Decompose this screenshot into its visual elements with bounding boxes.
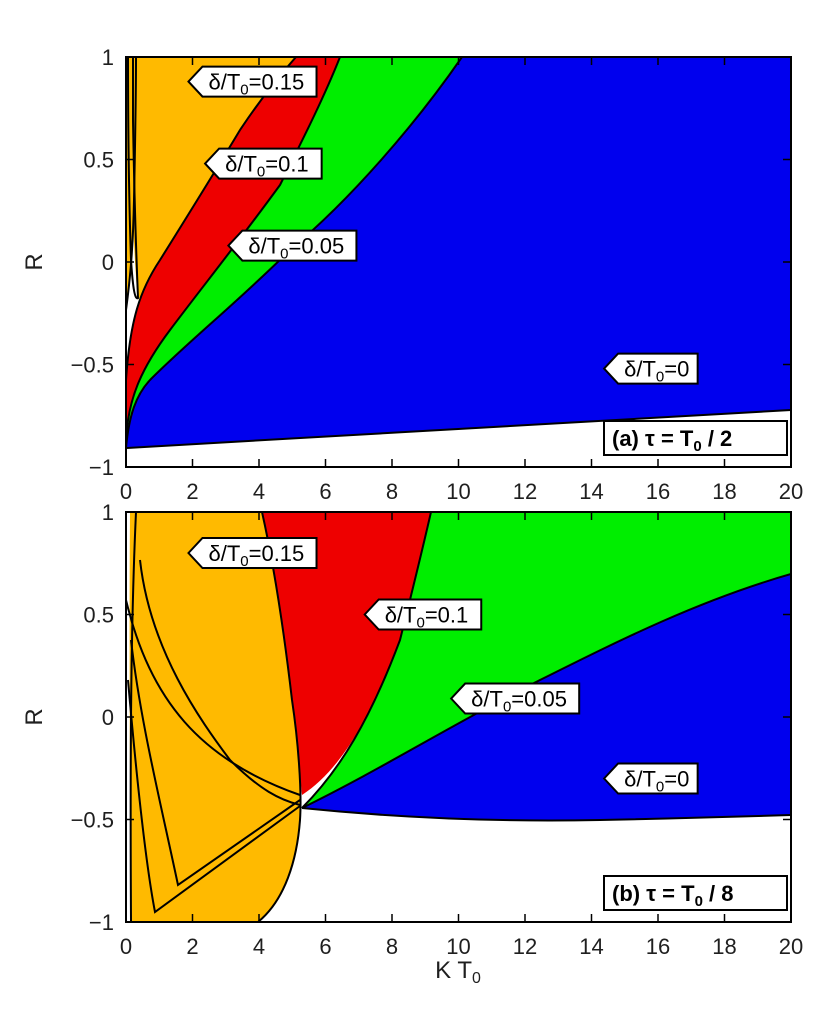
panel-b-curve-1: [126, 599, 301, 796]
panel-b-title-box: (b) τ = T0 / 8: [603, 875, 788, 911]
panel-b-region-delta-01: [262, 512, 431, 795]
panel-a-boundary-blue-top: [126, 57, 463, 449]
x-tick-label: 18: [712, 934, 736, 959]
region-label: δ/T0=0.05: [227, 229, 358, 263]
y-tick-label: 0.5: [83, 148, 114, 173]
svg-text:δ/T0=0: δ/T0=0: [624, 767, 689, 796]
svg-text:δ/T0=0.1: δ/T0=0.1: [225, 152, 309, 181]
region-label-box: [449, 682, 581, 715]
x-tick-label: 6: [319, 934, 331, 959]
x-tick-label: 16: [646, 934, 670, 959]
region-label: δ/T0=0: [602, 762, 699, 796]
panel-b-boundary-blue-bottom: [301, 807, 791, 822]
region-label-box: [602, 762, 699, 795]
y-tick-label: 0.5: [83, 603, 114, 628]
panel-b-title: (b) τ = T0 / 8: [612, 881, 733, 910]
panel-b-y-axis-label: R: [21, 708, 48, 725]
x-tick-label: 20: [779, 479, 803, 504]
panel-b-boundary-red-top: [257, 512, 302, 922]
x-tick-label: 0: [120, 934, 132, 959]
region-label-box: [227, 229, 358, 262]
y-tick-label: −0.5: [71, 353, 114, 378]
x-tick-label: 12: [513, 934, 537, 959]
panel-a-y-ticks: −1 −0.5 0 0.5 1: [71, 45, 791, 480]
x-tick-label: 8: [386, 934, 398, 959]
svg-text:δ/T0=0.05: δ/T0=0.05: [471, 687, 567, 716]
x-tick-label: 14: [579, 934, 603, 959]
x-tick-label: 20: [779, 934, 803, 959]
panel-a-title-box: (a) τ = T0 / 2: [603, 420, 788, 456]
svg-text:δ/T0=0.15: δ/T0=0.15: [208, 541, 304, 570]
panel-a-boundary-blue-bottom: [126, 409, 791, 449]
panel-b-boundary-blue-top: [301, 573, 791, 809]
panel-b-boundary-green-top: [301, 512, 432, 809]
x-tick-label: 0: [120, 479, 132, 504]
panel-b-curve-3: [127, 679, 301, 914]
panel-a-region-delta-0: [126, 57, 791, 448]
panel-a-x-ticks: 0 2 4 6 8 10 12 14 16 18 20: [120, 57, 803, 504]
x-tick-label: 8: [386, 479, 398, 504]
y-tick-label: −1: [89, 455, 114, 480]
region-label-box: [363, 598, 483, 631]
x-tick-label: 12: [513, 479, 537, 504]
x-tick-label: 2: [186, 479, 198, 504]
panel-b-annotations: δ/T0=0.15 δ/T0=0.1 δ/T0=0.05 δ/T0=0: [187, 537, 699, 796]
region-label-box: [203, 147, 323, 180]
panel-a: −1 −0.5 0 0.5 1 0 2 4 6 8 10 12 14 16 18 20 R δ/T0=0.1…: [21, 45, 803, 504]
region-label: δ/T0=0: [602, 352, 699, 386]
x-tick-label: 10: [446, 479, 470, 504]
x-tick-label: 2: [186, 934, 198, 959]
region-label-box: [187, 537, 318, 569]
panel-b-y-ticks: −1 −0.5 0 0.5 1: [71, 500, 791, 935]
x-tick-label: 4: [253, 479, 265, 504]
panel-b-x-ticks: 0 2 4 6 8 10 12 14 16 18 20: [120, 512, 803, 959]
svg-text:δ/T0=0.1: δ/T0=0.1: [385, 603, 469, 632]
y-tick-label: 0: [102, 250, 114, 275]
panel-b-region-delta-015: [129, 512, 301, 922]
region-label: δ/T0=0.15: [187, 537, 318, 570]
svg-text:δ/T0=0: δ/T0=0: [624, 357, 689, 386]
region-label: δ/T0=0.05: [449, 682, 581, 716]
x-tick-label: 10: [446, 934, 470, 959]
panel-a-y-axis-label: R: [21, 253, 48, 270]
panel-b-x-axis-label: K T0: [435, 957, 481, 987]
x-tick-label: 18: [712, 479, 736, 504]
panel-a-title: (a) τ = T0 / 2: [612, 426, 732, 455]
region-label: δ/T0=0.15: [187, 65, 318, 99]
panel-b: −1 −0.5 0 0.5 1 0 2 4 6 8 10 12 14 16 18 20 R K T0 δ/T…: [21, 500, 803, 987]
region-label: δ/T0=0.1: [203, 147, 323, 181]
x-tick-label: 14: [579, 479, 603, 504]
panel-a-annotations: δ/T0=0.15 δ/T0=0.1 δ/T0=0.05 δ/T0=0: [187, 65, 699, 386]
panel-b-boundary-orange-left: [129, 512, 137, 922]
y-tick-label: −1: [89, 910, 114, 935]
y-tick-label: 1: [102, 500, 114, 525]
x-tick-label: 6: [319, 479, 331, 504]
panel-a-region-delta-005: [126, 57, 462, 440]
y-tick-label: 1: [102, 45, 114, 70]
svg-text:δ/T0=0.05: δ/T0=0.05: [248, 234, 344, 263]
y-tick-label: 0: [102, 705, 114, 730]
region-label-box: [602, 352, 699, 385]
region-label: δ/T0=0.1: [363, 598, 483, 632]
panel-b-curve-4: [139, 559, 301, 806]
x-tick-label: 16: [646, 479, 670, 504]
y-tick-label: −0.5: [71, 808, 114, 833]
panel-a-boundary-green-top: [126, 57, 341, 441]
panel-b-curve-2: [130, 639, 301, 887]
region-label-box: [187, 65, 318, 98]
panel-b-boundaries: [126, 512, 791, 922]
svg-text:δ/T0=0.15: δ/T0=0.15: [208, 70, 304, 99]
panel-a-boundaries: [126, 57, 791, 449]
panel-b-region-delta-005: [302, 512, 791, 808]
panel-a-boundary-cusp: [127, 57, 140, 300]
x-tick-label: 4: [253, 934, 265, 959]
